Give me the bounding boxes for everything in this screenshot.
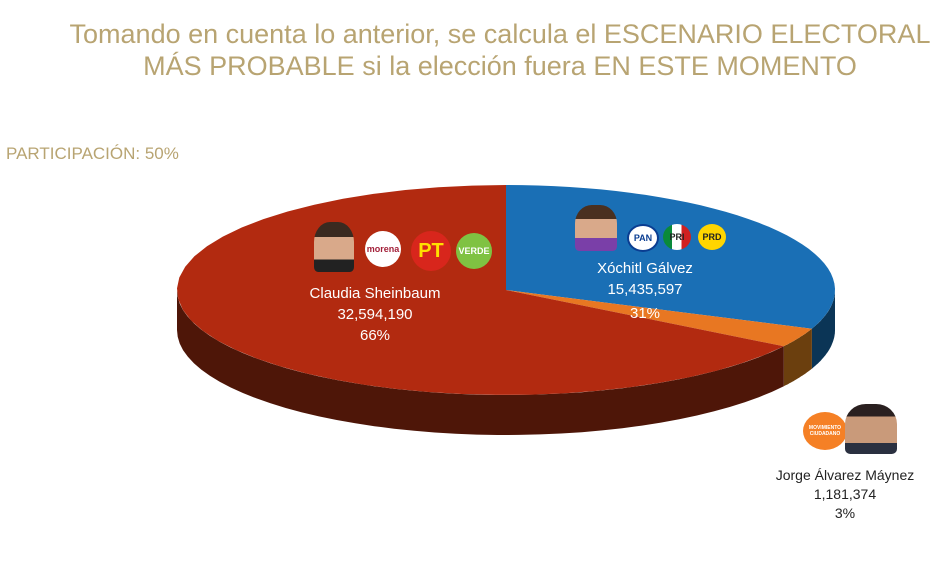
pri-logo: PRI <box>663 224 691 250</box>
morena-logo: morena <box>365 231 401 267</box>
sheinbaum-photo <box>314 222 354 272</box>
galvez-photo <box>575 205 617 251</box>
pt-logo: PT <box>411 231 451 271</box>
mc-logo: MOVIMIENTO CIUDADANO <box>803 412 847 450</box>
pan-logo: PAN <box>627 224 659 252</box>
label-galvez: Xóchitl Gálvez 15,435,597 31% <box>597 260 693 322</box>
verde-logo: VERDE <box>456 233 492 269</box>
prd-logo: PRD <box>698 224 726 250</box>
slice-jorge <box>506 290 812 347</box>
slice-side-xóchitl <box>811 290 835 369</box>
slice-side-claudia <box>177 290 784 435</box>
label-sheinbaum: Claudia Sheinbaum 32,594,190 66% <box>309 285 441 344</box>
maynez-photo <box>845 404 897 454</box>
slide-title: Tomando en cuenta lo anterior, se calcul… <box>69 19 931 81</box>
slice-side-jorge <box>783 328 812 387</box>
label-maynez: Jorge Álvarez Máynez 1,181,374 3% <box>775 467 915 521</box>
participation-label: PARTICIPACIÓN: 50% <box>6 144 179 163</box>
